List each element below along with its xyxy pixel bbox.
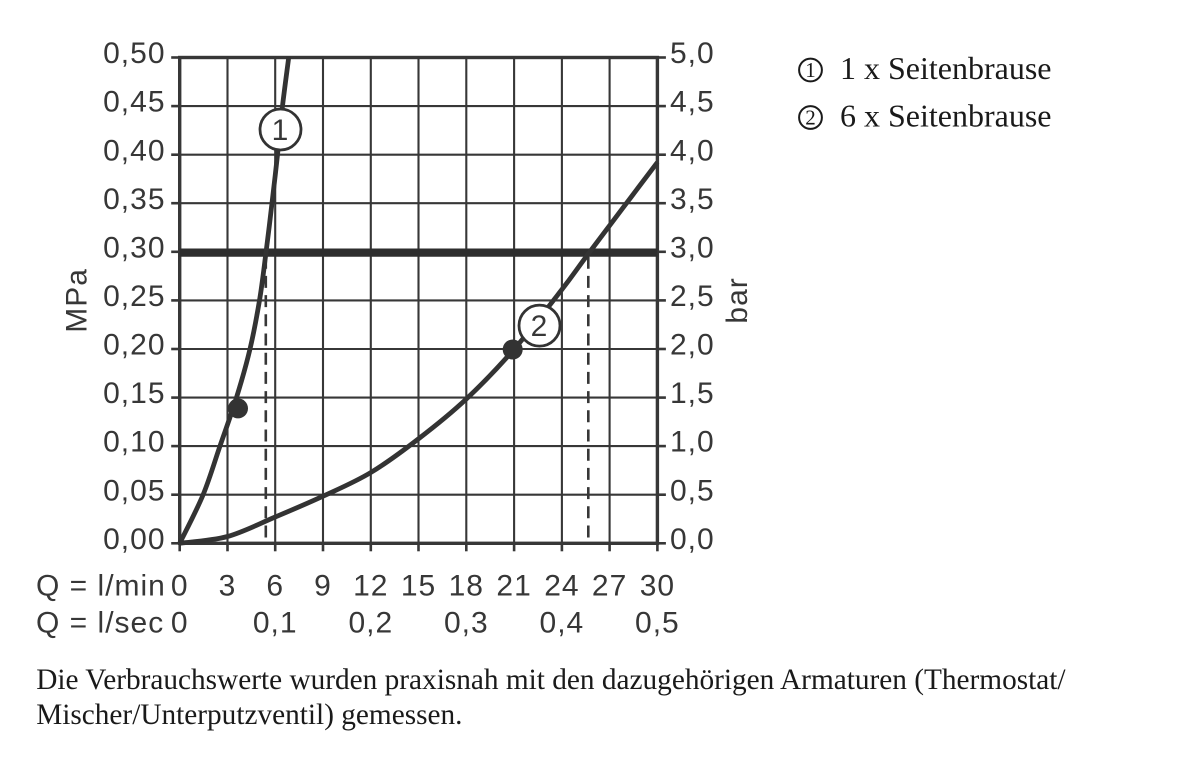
- svg-text:27: 27: [592, 570, 627, 603]
- svg-text:Q = l/min: Q = l/min: [36, 570, 166, 603]
- svg-text:4,0: 4,0: [670, 134, 715, 167]
- svg-text:1: 1: [805, 58, 816, 82]
- svg-text:0,5: 0,5: [635, 607, 680, 640]
- svg-text:5,0: 5,0: [670, 37, 715, 70]
- svg-text:2: 2: [805, 106, 816, 130]
- svg-text:0,4: 0,4: [540, 607, 585, 640]
- svg-text:0,45: 0,45: [103, 86, 165, 119]
- svg-text:0,2: 0,2: [348, 607, 393, 640]
- svg-text:1: 1: [272, 114, 290, 147]
- svg-text:0,20: 0,20: [103, 329, 165, 362]
- svg-text:Mischer/Unterputzventil) gemes: Mischer/Unterputzventil) gemessen.: [36, 699, 462, 731]
- svg-text:3,5: 3,5: [670, 183, 715, 216]
- svg-text:24: 24: [544, 570, 579, 603]
- svg-text:0,10: 0,10: [103, 426, 165, 459]
- svg-text:0,5: 0,5: [670, 474, 715, 507]
- svg-text:Q = l/sec: Q = l/sec: [36, 607, 164, 640]
- svg-text:0,35: 0,35: [103, 183, 165, 216]
- svg-text:bar: bar: [721, 277, 754, 323]
- svg-text:4,5: 4,5: [670, 86, 715, 119]
- svg-text:0,50: 0,50: [103, 37, 165, 70]
- svg-text:0: 0: [171, 607, 189, 640]
- svg-text:15: 15: [401, 570, 436, 603]
- svg-text:2: 2: [531, 310, 549, 343]
- svg-text:Die Verbrauchswerte wurden pra: Die Verbrauchswerte wurden praxisnah mit…: [36, 664, 1066, 696]
- svg-text:0,3: 0,3: [444, 607, 489, 640]
- svg-text:1 x Seitenbrause: 1 x Seitenbrause: [840, 50, 1052, 86]
- svg-text:0: 0: [171, 570, 189, 603]
- svg-text:1,0: 1,0: [670, 426, 715, 459]
- svg-text:30: 30: [640, 570, 675, 603]
- svg-text:2,5: 2,5: [670, 280, 715, 313]
- svg-text:12: 12: [353, 570, 388, 603]
- svg-text:2,0: 2,0: [670, 329, 715, 362]
- svg-text:0,0: 0,0: [670, 523, 715, 556]
- svg-text:18: 18: [449, 570, 484, 603]
- svg-text:MPa: MPa: [61, 268, 94, 333]
- svg-text:0,15: 0,15: [103, 377, 165, 410]
- svg-text:9: 9: [314, 570, 332, 603]
- svg-text:1,5: 1,5: [670, 377, 715, 410]
- svg-text:6: 6: [266, 570, 284, 603]
- svg-text:0,40: 0,40: [103, 134, 165, 167]
- svg-text:21: 21: [496, 570, 531, 603]
- svg-text:0,05: 0,05: [103, 474, 165, 507]
- svg-text:3,0: 3,0: [670, 231, 715, 264]
- svg-text:0,00: 0,00: [103, 523, 165, 556]
- svg-text:0,1: 0,1: [253, 607, 298, 640]
- svg-text:6 x Seitenbrause: 6 x Seitenbrause: [840, 98, 1052, 134]
- svg-text:3: 3: [219, 570, 237, 603]
- svg-text:0,25: 0,25: [103, 280, 165, 313]
- svg-text:0,30: 0,30: [103, 231, 165, 264]
